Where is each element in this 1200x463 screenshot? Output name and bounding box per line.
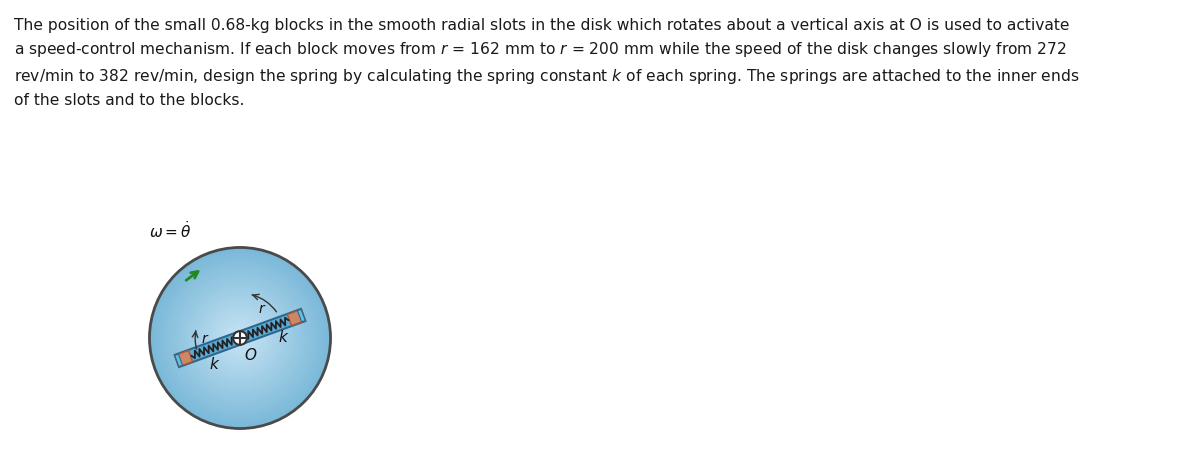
Polygon shape — [175, 354, 182, 367]
Circle shape — [154, 252, 326, 424]
Circle shape — [236, 335, 244, 341]
Text: $k$: $k$ — [209, 356, 220, 372]
Circle shape — [228, 326, 252, 350]
Circle shape — [212, 311, 268, 365]
Circle shape — [157, 255, 323, 421]
Circle shape — [222, 320, 258, 356]
Circle shape — [178, 276, 302, 400]
Circle shape — [174, 272, 306, 404]
Circle shape — [200, 299, 280, 377]
Circle shape — [169, 267, 311, 409]
Circle shape — [210, 308, 270, 368]
Circle shape — [160, 258, 320, 418]
Circle shape — [205, 303, 275, 373]
Text: $O$: $O$ — [244, 347, 257, 363]
Circle shape — [175, 273, 305, 403]
Circle shape — [152, 250, 328, 425]
Circle shape — [204, 302, 276, 374]
Polygon shape — [174, 332, 240, 367]
Text: $\omega = \dot{\theta}$: $\omega = \dot{\theta}$ — [150, 220, 192, 241]
Circle shape — [176, 275, 304, 401]
Circle shape — [209, 307, 271, 369]
Circle shape — [217, 315, 263, 361]
Circle shape — [166, 264, 314, 412]
Polygon shape — [298, 309, 305, 322]
Circle shape — [170, 269, 310, 407]
Circle shape — [227, 325, 253, 351]
Circle shape — [194, 293, 286, 383]
Circle shape — [224, 323, 256, 353]
Circle shape — [168, 266, 312, 410]
Circle shape — [172, 270, 308, 406]
Circle shape — [223, 321, 257, 355]
Text: $r$: $r$ — [200, 332, 209, 346]
Circle shape — [235, 333, 245, 343]
Circle shape — [164, 263, 316, 413]
Circle shape — [229, 327, 251, 349]
Circle shape — [150, 247, 330, 429]
Circle shape — [211, 309, 269, 367]
Circle shape — [203, 300, 277, 375]
Circle shape — [184, 282, 296, 394]
Text: $r$: $r$ — [258, 301, 266, 316]
Circle shape — [163, 261, 317, 415]
Circle shape — [216, 314, 264, 362]
Circle shape — [186, 284, 294, 392]
Circle shape — [199, 297, 281, 379]
Circle shape — [233, 331, 247, 345]
Circle shape — [193, 291, 287, 385]
Circle shape — [198, 296, 282, 380]
Text: $k$: $k$ — [278, 329, 289, 345]
Polygon shape — [175, 350, 193, 367]
Text: The position of the small 0.68-kg blocks in the smooth radial slots in the disk : The position of the small 0.68-kg blocks… — [14, 18, 1080, 108]
Circle shape — [182, 281, 298, 395]
Circle shape — [181, 279, 299, 397]
Circle shape — [230, 329, 250, 347]
Circle shape — [239, 337, 241, 339]
Circle shape — [180, 278, 300, 398]
Polygon shape — [240, 309, 306, 344]
Polygon shape — [287, 309, 305, 325]
Circle shape — [221, 319, 259, 357]
Circle shape — [156, 254, 324, 422]
Circle shape — [218, 317, 262, 359]
Circle shape — [233, 331, 247, 345]
Circle shape — [158, 257, 322, 419]
Circle shape — [162, 260, 318, 416]
Circle shape — [151, 249, 329, 427]
Circle shape — [188, 287, 292, 389]
Circle shape — [192, 290, 288, 386]
Circle shape — [206, 305, 274, 371]
Circle shape — [215, 313, 265, 363]
Circle shape — [234, 332, 246, 344]
Circle shape — [197, 294, 283, 382]
Circle shape — [187, 285, 293, 391]
Circle shape — [191, 288, 289, 388]
